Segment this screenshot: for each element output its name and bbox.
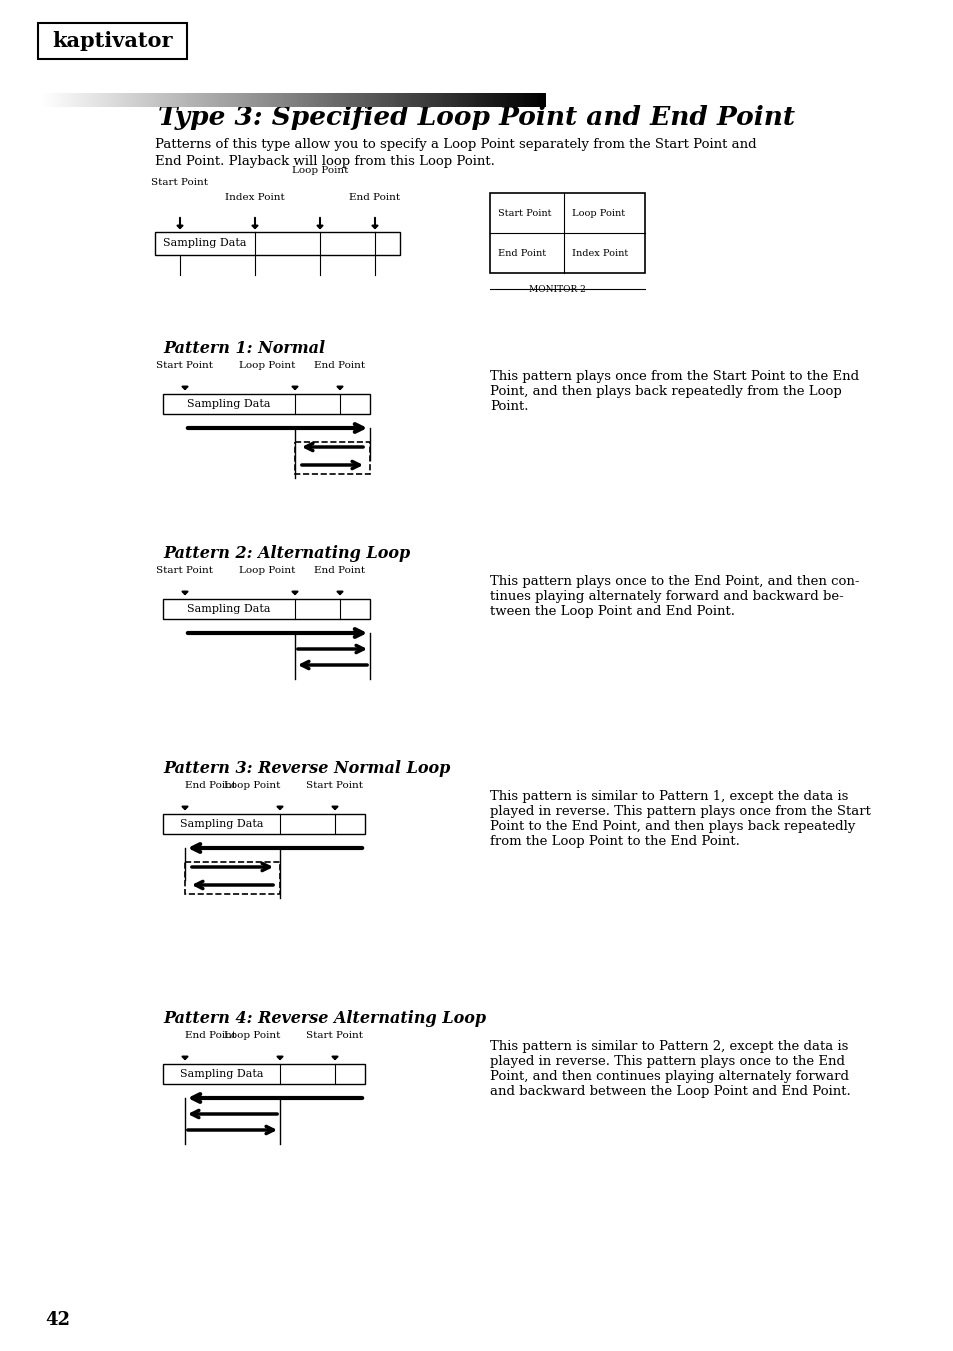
Text: End Point: End Point	[349, 193, 400, 203]
Bar	[154, 232, 399, 255]
Text: Sampling Data: Sampling Data	[187, 604, 271, 613]
Text: This pattern plays once to the End Point, and then con-
tinues playing alternate: This pattern plays once to the End Point…	[490, 576, 859, 617]
Text: Start Point: Start Point	[156, 361, 213, 370]
Text: End Point: End Point	[185, 1031, 236, 1040]
Text: kaptivator: kaptivator	[52, 31, 172, 51]
Text: Index Point: Index Point	[572, 249, 628, 258]
Text: MONITOR 2 ——: MONITOR 2 ——	[528, 285, 606, 295]
Text: Index Point: Index Point	[225, 193, 285, 203]
Text: Loop Point: Loop Point	[223, 781, 280, 790]
Text: End Point: End Point	[314, 361, 365, 370]
Text: Pattern 4: Reverse Alternating Loop: Pattern 4: Reverse Alternating Loop	[163, 1011, 486, 1027]
Text: End Point: End Point	[314, 566, 365, 576]
Text: Loop Point: Loop Point	[238, 566, 294, 576]
Text: Start Point: Start Point	[156, 566, 213, 576]
Text: Pattern 1: Normal: Pattern 1: Normal	[163, 340, 325, 357]
Text: Sampling Data: Sampling Data	[187, 399, 271, 409]
Text: Pattern 2: Alternating Loop: Pattern 2: Alternating Loop	[163, 544, 410, 562]
Text: End Point: End Point	[497, 249, 545, 258]
Text: Sampling Data: Sampling Data	[179, 819, 263, 830]
Text: 42: 42	[45, 1310, 70, 1329]
Bar	[163, 598, 370, 619]
Text: Loop Point: Loop Point	[238, 361, 294, 370]
Text: This pattern is similar to Pattern 1, except the data is
played in reverse. This: This pattern is similar to Pattern 1, ex…	[490, 790, 870, 848]
Text: This pattern is similar to Pattern 2, except the data is
played in reverse. This: This pattern is similar to Pattern 2, ex…	[490, 1040, 850, 1098]
Text: Loop Point: Loop Point	[223, 1031, 280, 1040]
Text: This pattern plays once from the Start Point to the End
Point, and then plays ba: This pattern plays once from the Start P…	[490, 370, 859, 413]
Text: Sampling Data: Sampling Data	[163, 239, 247, 249]
Text: Pattern 3: Reverse Normal Loop: Pattern 3: Reverse Normal Loop	[163, 761, 450, 777]
Text: Loop Point: Loop Point	[292, 166, 348, 176]
Text: End Point: End Point	[185, 781, 236, 790]
Bar	[490, 193, 644, 273]
Text: End Point. Playback will loop from this Loop Point.: End Point. Playback will loop from this …	[154, 155, 495, 168]
Bar	[163, 394, 370, 413]
Bar	[185, 862, 280, 894]
Text: Start Point: Start Point	[152, 178, 209, 186]
Text: Start Point: Start Point	[306, 1031, 363, 1040]
Text: Start Point: Start Point	[306, 781, 363, 790]
FancyBboxPatch shape	[38, 23, 187, 59]
Text: Start Point: Start Point	[497, 208, 551, 218]
Text: Sampling Data: Sampling Data	[179, 1069, 263, 1079]
Bar	[163, 1065, 365, 1084]
Text: Type 3: Specified Loop Point and End Point: Type 3: Specified Loop Point and End Poi…	[158, 105, 795, 130]
Bar	[163, 815, 365, 834]
Text: Patterns of this type allow you to specify a Loop Point separately from the Star: Patterns of this type allow you to speci…	[154, 138, 756, 151]
Text: Loop Point: Loop Point	[572, 208, 625, 218]
Bar	[294, 442, 370, 474]
